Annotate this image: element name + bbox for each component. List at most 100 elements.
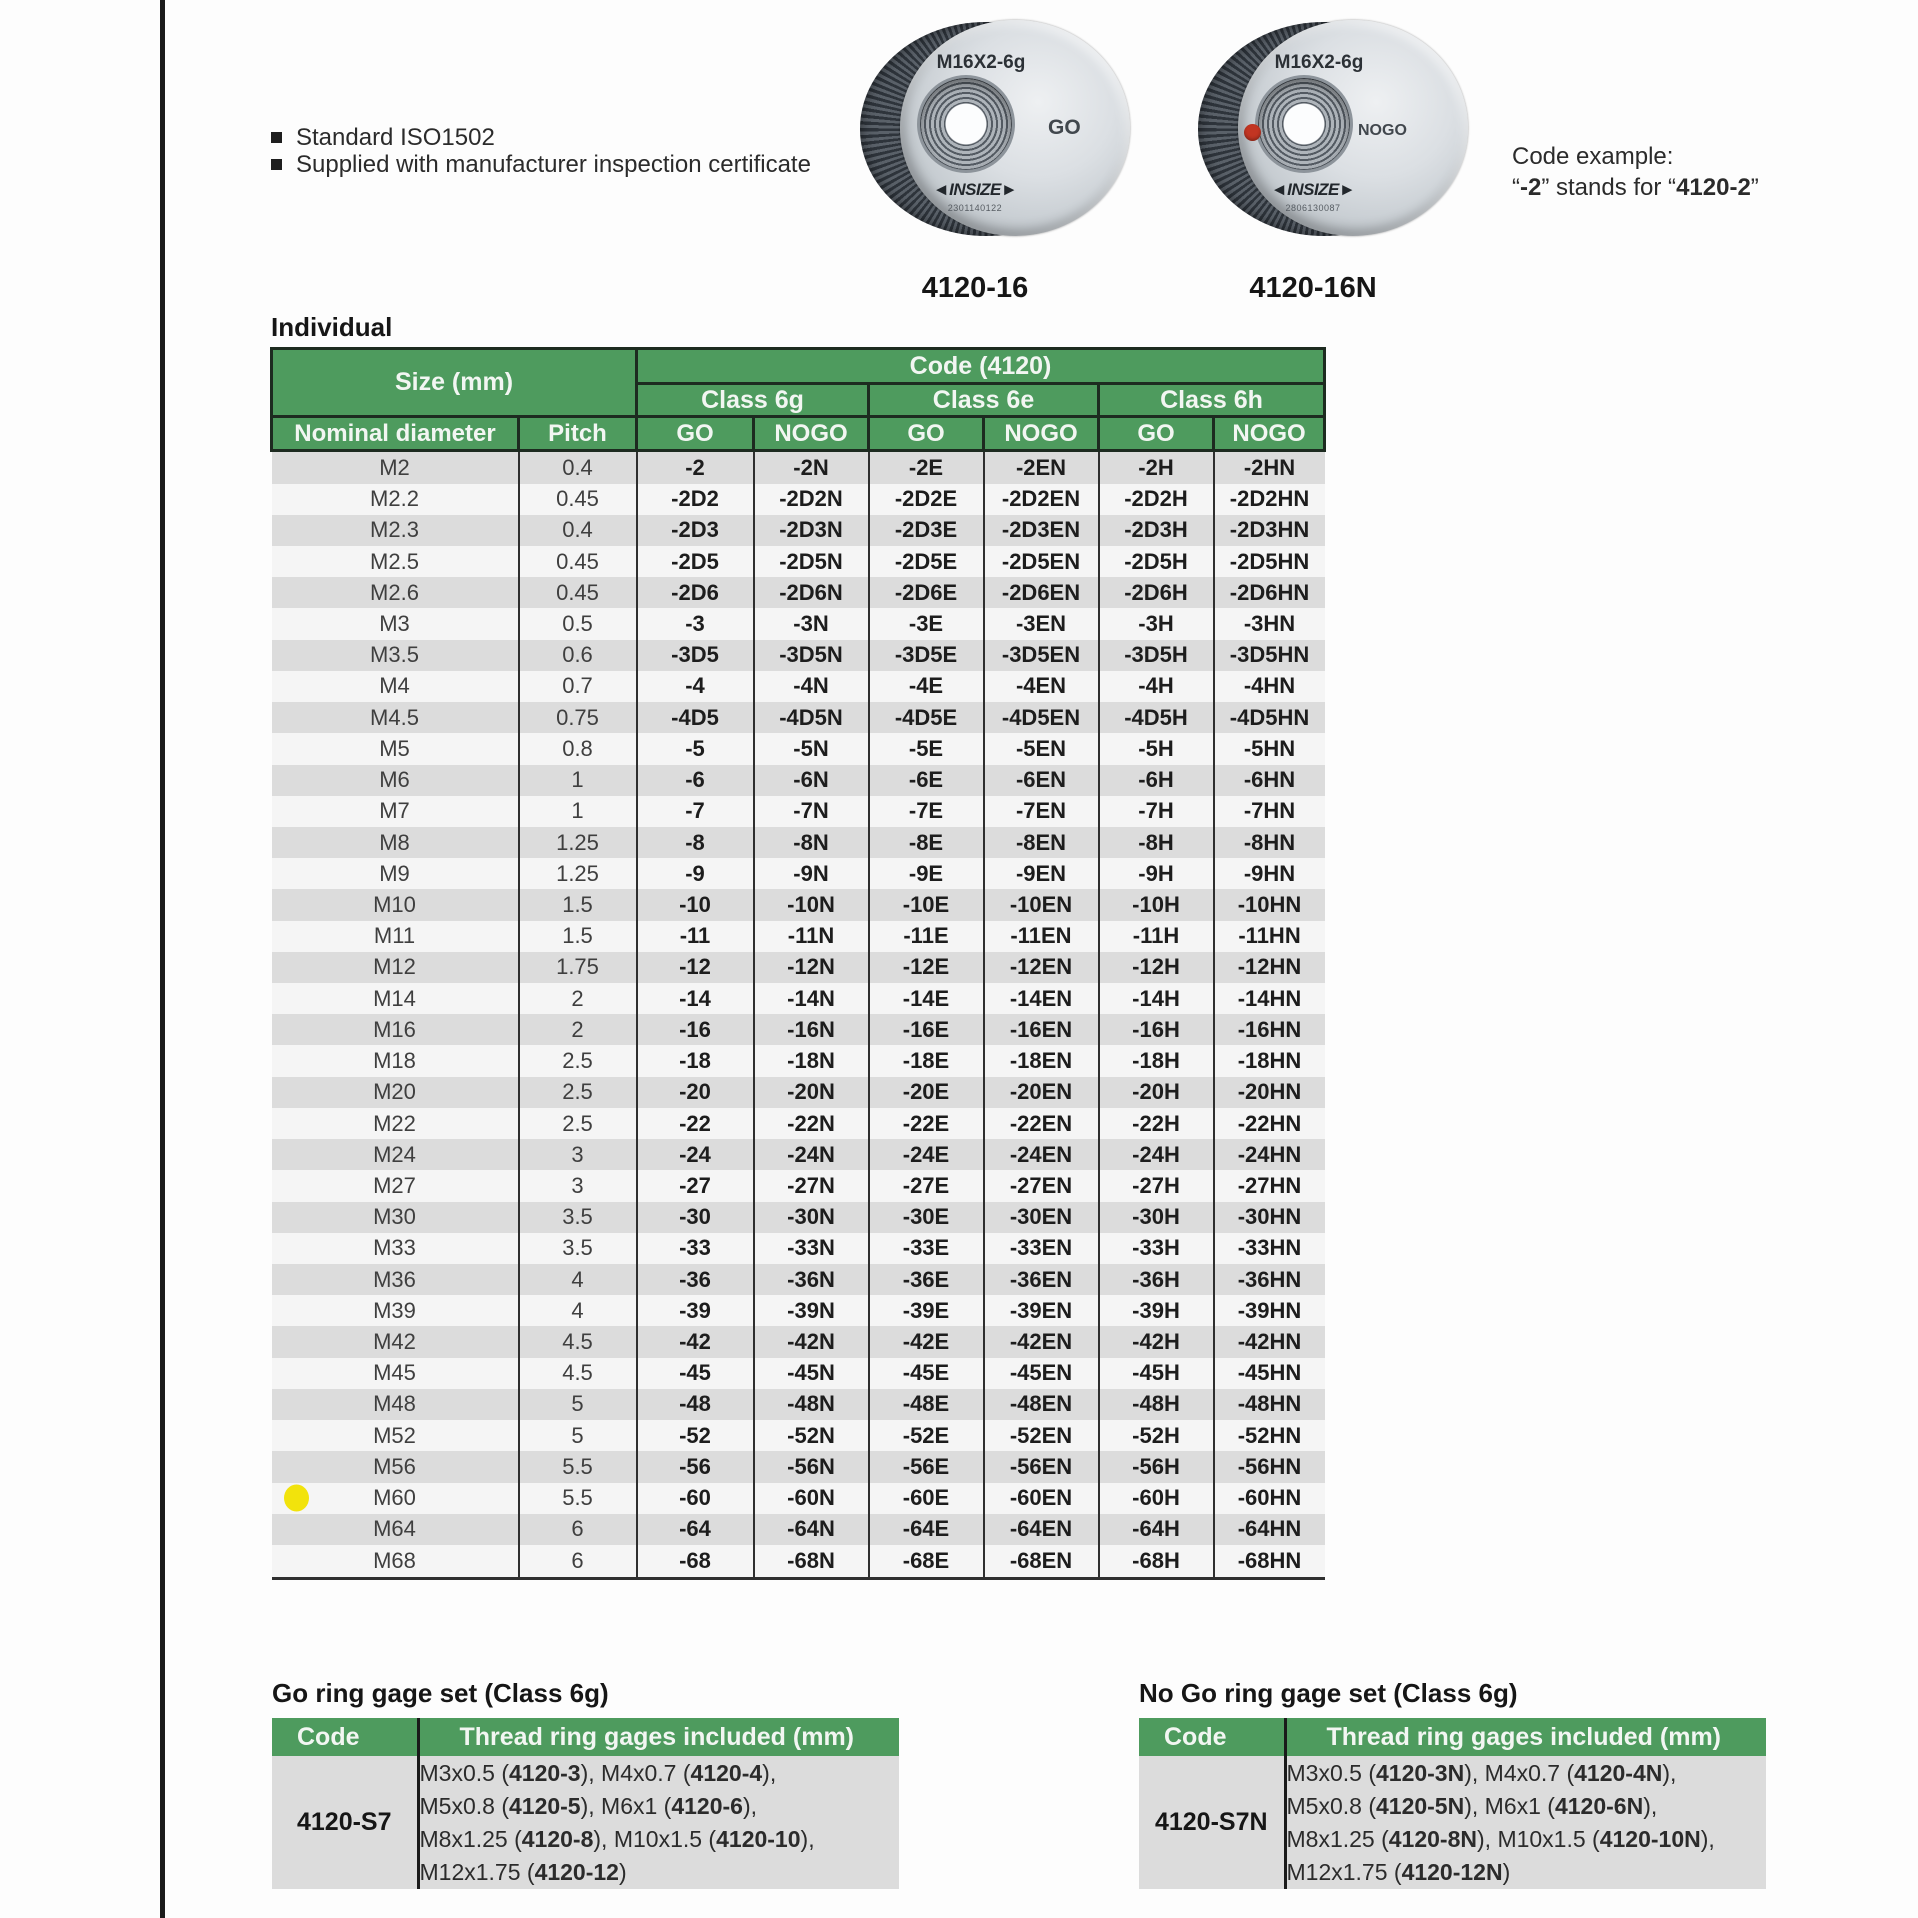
nominal-diameter-cell: M36	[373, 1266, 416, 1292]
code-cell: -18EN	[982, 1045, 1099, 1077]
code-cell: -68E	[867, 1544, 984, 1580]
code-cell: -6H	[1097, 764, 1214, 796]
code-cell: -4D5EN	[982, 702, 1099, 734]
pitch-cell: 0.5	[517, 608, 637, 640]
pitch-cell: 4	[517, 1295, 637, 1327]
code-cell: -60EN	[982, 1482, 1099, 1514]
code-cell: -20H	[1097, 1076, 1214, 1108]
code-cell: -30N	[752, 1201, 869, 1233]
code-cell: -7	[635, 795, 754, 827]
header-nogo: NOGO	[752, 415, 870, 452]
nominal-diameter-cell: M45	[373, 1360, 416, 1386]
code-cell: -4D5HN	[1212, 702, 1325, 734]
code-cell: -52N	[752, 1420, 869, 1452]
code-cell: -2D2H	[1097, 483, 1214, 515]
code-cell: -48EN	[982, 1388, 1099, 1421]
code-cell: -14	[635, 983, 754, 1015]
code-cell: -18H	[1097, 1045, 1214, 1077]
code-cell: -2D2EN	[982, 483, 1099, 515]
code-cell: -18N	[752, 1045, 869, 1077]
table-row: M22 2.5 -22 -22N -22E -22EN -22H -22HN	[271, 1107, 1325, 1140]
pitch-cell: 0.45	[517, 483, 637, 515]
code-cell: -60HN	[1212, 1482, 1325, 1514]
code-cell: -3HN	[1212, 608, 1325, 640]
pitch-cell: 5	[517, 1388, 637, 1421]
code-cell: -6HN	[1212, 764, 1325, 796]
code-cell: -11H	[1097, 920, 1214, 952]
table-row: M33 3.5 -33 -33N -33E -33EN -33H -33HN	[271, 1232, 1325, 1264]
code-cell: -36	[635, 1264, 754, 1296]
code-cell: -33	[635, 1232, 754, 1264]
code-cell: -20E	[867, 1076, 984, 1108]
code-cell: -48HN	[1212, 1388, 1325, 1421]
header-class-6g: Class 6g	[635, 382, 870, 418]
code-cell: -20	[635, 1076, 754, 1108]
code-cell: -9	[635, 858, 754, 890]
code-cell: -12E	[867, 951, 984, 984]
code-cell: -56E	[867, 1451, 984, 1483]
pitch-cell: 2.5	[517, 1107, 637, 1140]
code-cell: -2D2E	[867, 483, 984, 515]
code-cell: -33N	[752, 1232, 869, 1264]
code-cell: -2D6HN	[1212, 577, 1325, 609]
product-code-caption: 4120-16	[921, 272, 1029, 304]
code-cell: -2D5HN	[1212, 545, 1325, 578]
code-cell: -39E	[867, 1295, 984, 1327]
table-row: M68 6 -68 -68N -68E -68EN -68H -68HN	[271, 1544, 1325, 1580]
code-cell: -7EN	[982, 795, 1099, 827]
table-row: M6 1 -6 -6N -6E -6EN -6H -6HN	[271, 764, 1325, 796]
code-cell: -48N	[752, 1388, 869, 1421]
code-cell: -9E	[867, 858, 984, 890]
code-cell: -4D5	[635, 702, 754, 734]
header-class-6e: Class 6e	[867, 382, 1100, 418]
code-cell: -10H	[1097, 889, 1214, 921]
pitch-cell: 0.7	[517, 670, 637, 703]
code-cell: -2D6E	[867, 577, 984, 609]
table-row: M24 3 -24 -24N -24E -24EN -24H -24HN	[271, 1139, 1325, 1171]
code-cell: -33E	[867, 1232, 984, 1264]
pitch-cell: 1.5	[517, 889, 637, 921]
code-cell: -2D2	[635, 483, 754, 515]
code-cell: -2D3HN	[1212, 514, 1325, 546]
code-cell: -2H	[1097, 450, 1214, 484]
code-cell: -14N	[752, 983, 869, 1015]
code-cell: -48	[635, 1388, 754, 1421]
header-size: Size (mm)	[270, 347, 638, 418]
code-cell: -4D5E	[867, 702, 984, 734]
code-cell: -7HN	[1212, 795, 1325, 827]
feature-text: Standard ISO1502	[296, 123, 495, 151]
set-header-included: Thread ring gages included (mm)	[416, 1718, 899, 1756]
code-cell: -56N	[752, 1451, 869, 1483]
nominal-diameter-cell: M9	[379, 860, 410, 886]
code-cell: -20EN	[982, 1076, 1099, 1108]
threaded-bore	[920, 78, 1012, 170]
nominal-diameter-cell: M52	[373, 1422, 416, 1448]
header-go: GO	[1097, 415, 1215, 452]
included-line: M3x0.5 (4120-3), M4x0.7 (4120-4),	[419, 1759, 777, 1786]
pitch-cell: 2	[517, 983, 637, 1015]
pitch-cell: 2.5	[517, 1045, 637, 1077]
code-cell: -6EN	[982, 764, 1099, 796]
code-cell: -3E	[867, 608, 984, 640]
code-cell: -8E	[867, 826, 984, 859]
thread-spec-label: M16X2-6g	[1274, 52, 1364, 73]
code-cell: -45H	[1097, 1357, 1214, 1389]
bullet-icon	[271, 159, 282, 170]
code-cell: -11E	[867, 920, 984, 952]
table-row: M4.5 0.75 -4D5 -4D5N -4D5E -4D5EN -4D5H -4D5HN	[271, 702, 1325, 734]
nominal-diameter-cell: M2.6	[370, 579, 419, 605]
thread-spec-label: M16X2-6g	[936, 52, 1026, 73]
pitch-cell: 3	[517, 1170, 637, 1202]
set-code-cell: 4120-S7N	[1139, 1756, 1285, 1889]
pitch-cell: 0.45	[517, 577, 637, 609]
header-nogo: NOGO	[1211, 415, 1327, 452]
code-cell: -24E	[867, 1139, 984, 1171]
nominal-diameter-cell: M42	[373, 1329, 416, 1355]
feature-item: Standard ISO1502	[271, 124, 811, 151]
code-cell: -4	[635, 670, 754, 703]
code-cell: -56	[635, 1451, 754, 1483]
code-cell: -16EN	[982, 1014, 1099, 1046]
code-cell: -60H	[1097, 1482, 1214, 1514]
code-cell: -14E	[867, 983, 984, 1015]
